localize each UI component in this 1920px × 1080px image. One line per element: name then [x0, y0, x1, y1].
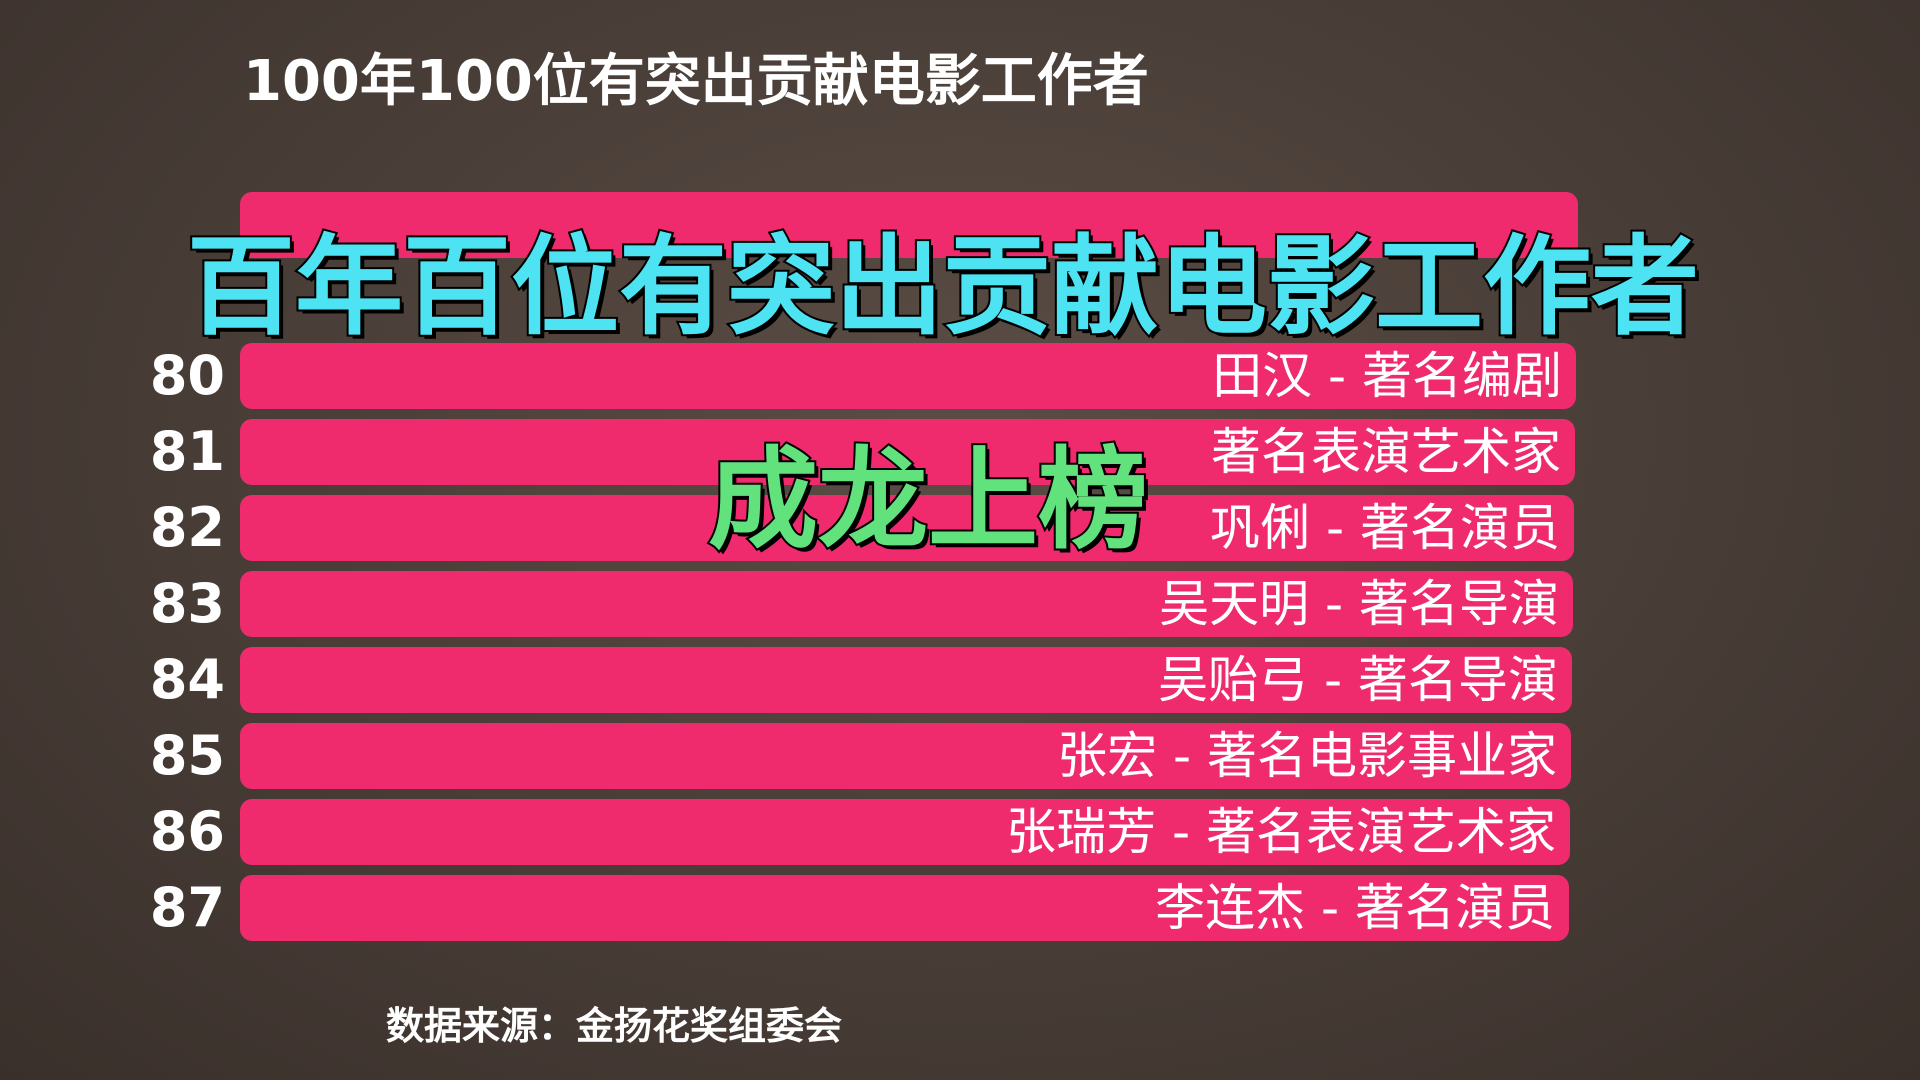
row-label: 张宏 - 著名电影事业家 [1057, 727, 1557, 785]
bar: 巩俐 - 著名演员 [240, 495, 1574, 561]
bar: 吴天明 - 著名导演 [240, 571, 1573, 637]
row-label: 张瑞芳 - 著名表演艺术家 [1006, 803, 1556, 861]
row-label: 巩俐 - 著名演员 [1210, 499, 1560, 557]
row-label: 田汉 - 著名编剧 [1212, 347, 1562, 405]
bar: 李连杰 - 著名演员 [240, 875, 1569, 941]
rank: 83 [149, 572, 225, 635]
bar: 田汉 - 著名编剧 [240, 343, 1576, 409]
rank: 81 [149, 420, 225, 483]
source: 数据来源：金扬花奖组委会 [386, 1004, 843, 1048]
rank: 80 [149, 344, 225, 407]
bar [240, 192, 1578, 258]
bar: 著名表演艺术家 [240, 419, 1575, 485]
row-label: 著名表演艺术家 [1211, 423, 1561, 481]
rank: 84 [149, 648, 225, 711]
row-label: 吴贻弓 - 著名导演 [1158, 651, 1558, 709]
rank: 85 [149, 724, 225, 787]
title: 100年100位有突出贡献电影工作者 [243, 49, 1149, 114]
row-label: 吴天明 - 著名导演 [1159, 575, 1559, 633]
bar: 吴贻弓 - 著名导演 [240, 647, 1572, 713]
bar: 张瑞芳 - 著名表演艺术家 [240, 799, 1570, 865]
headline: 百年百位有突出贡献电影工作者 [185, 223, 1701, 352]
subline: 成龙上榜 [706, 434, 1150, 566]
bar: 张宏 - 著名电影事业家 [240, 723, 1571, 789]
rank: 82 [149, 496, 225, 559]
rank: 87 [149, 876, 225, 939]
rank: 86 [149, 800, 225, 863]
row-label: 李连杰 - 著名演员 [1155, 879, 1555, 937]
